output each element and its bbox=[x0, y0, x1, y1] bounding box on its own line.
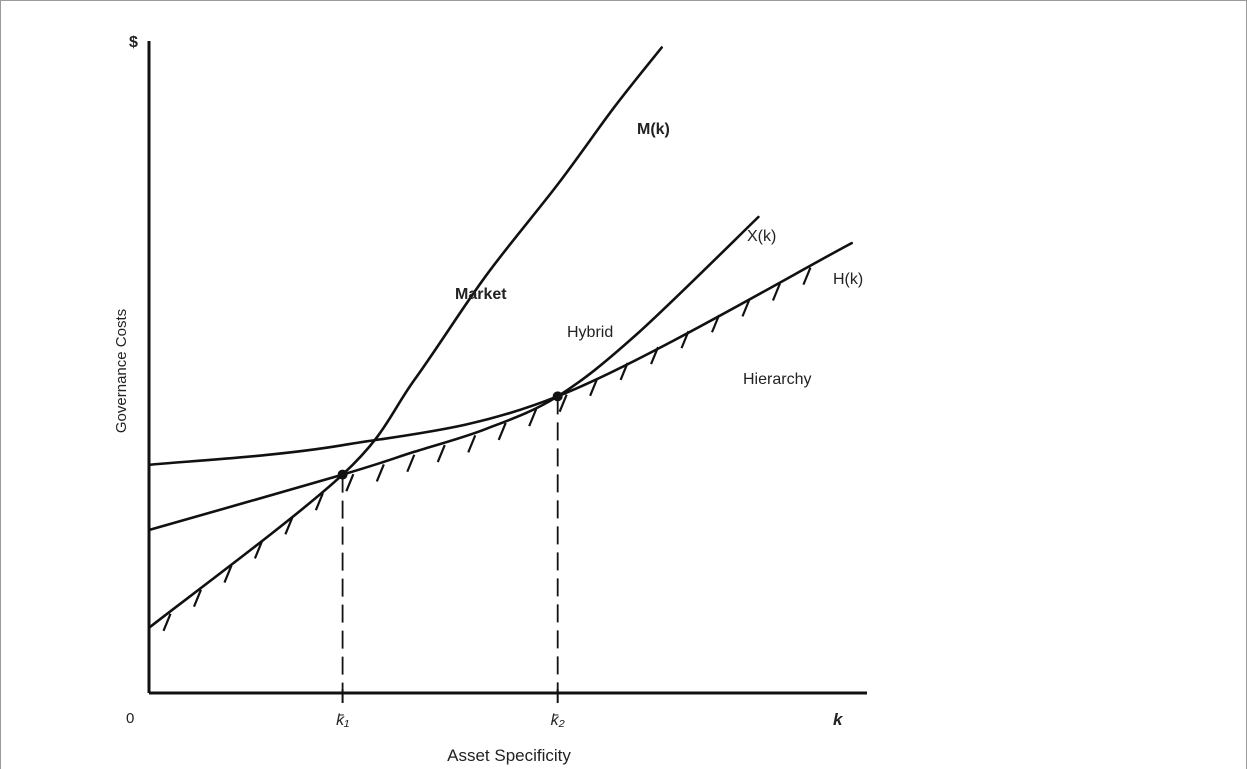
y-axis-title: Governance Costs bbox=[113, 309, 130, 433]
hatch-mark bbox=[377, 464, 384, 481]
x-axis-end-label: k bbox=[833, 710, 844, 729]
crossover-point-2 bbox=[553, 391, 563, 401]
crossover-guides bbox=[343, 396, 558, 703]
crossover-label-k1: k̄₁ bbox=[336, 712, 349, 729]
hierarchy-hatching bbox=[164, 268, 811, 631]
series-label-hierarchy: H(k) bbox=[833, 271, 863, 288]
region-label-hierarchy: Hierarchy bbox=[743, 371, 811, 388]
origin-label: 0 bbox=[126, 710, 134, 727]
curve-hierarchy bbox=[149, 243, 852, 465]
series-label-hybrid: X(k) bbox=[747, 228, 776, 245]
axes bbox=[149, 41, 867, 693]
hatch-mark bbox=[499, 423, 506, 440]
hatch-mark bbox=[468, 435, 475, 452]
y-axis-symbol: $ bbox=[129, 34, 138, 51]
hatch-mark bbox=[346, 474, 353, 491]
region-label-hybrid: Hybrid bbox=[567, 324, 613, 341]
region-label-market: Market bbox=[455, 286, 507, 303]
crossover-point-1 bbox=[338, 470, 348, 480]
x-axis-title: Asset Specificity bbox=[447, 746, 571, 765]
cost-curves bbox=[149, 48, 852, 628]
curve-hybrid bbox=[149, 217, 758, 530]
hatch-mark bbox=[407, 455, 414, 472]
series-label-market: M(k) bbox=[637, 121, 670, 138]
crossover-label-k2: k̄₂ bbox=[551, 712, 565, 729]
hatch-mark bbox=[438, 445, 445, 462]
